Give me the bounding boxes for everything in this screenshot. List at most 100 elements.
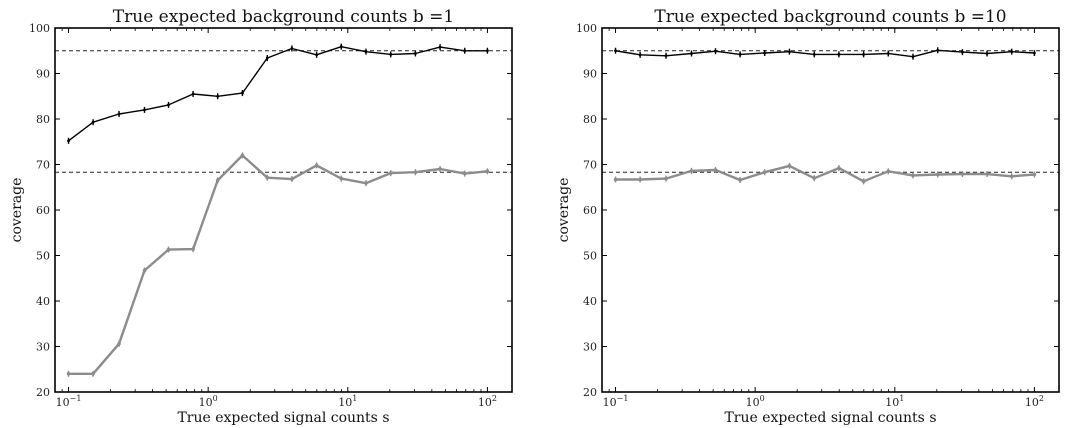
data-point: [812, 176, 817, 180]
data-point: [614, 49, 617, 53]
x-tick-exponent: 1: [352, 394, 357, 403]
y-tick-label: 100: [576, 22, 597, 35]
data-point: [142, 268, 147, 273]
y-tick-label: 50: [583, 250, 597, 263]
x-tick-label: 102: [1025, 394, 1044, 409]
x-tick-label: 10−1: [56, 394, 82, 409]
data-point: [364, 50, 368, 54]
data-point: [166, 247, 171, 252]
data-point: [961, 50, 964, 54]
y-tick-label: 70: [583, 159, 597, 172]
data-point: [191, 92, 195, 96]
data-point: [414, 52, 417, 55]
data-point: [485, 169, 490, 174]
data-point: [837, 166, 841, 170]
data-point: [67, 139, 70, 143]
y-tick-label: 30: [583, 341, 597, 354]
data-point: [290, 47, 294, 50]
data-point: [690, 52, 693, 55]
data-point: [364, 181, 368, 185]
x-tick-base: 10: [478, 396, 492, 409]
x-tick-label: 100: [746, 394, 765, 409]
data-point: [438, 45, 442, 49]
x-tick-base: 10: [603, 396, 617, 409]
x-tick-base: 10: [746, 396, 760, 409]
data-point: [613, 177, 618, 182]
x-tick-label: 102: [478, 394, 497, 409]
data-point: [837, 52, 841, 56]
data-point: [290, 177, 294, 181]
y-tick-label: 40: [583, 295, 597, 308]
data-point: [788, 50, 791, 54]
data-point: [339, 176, 344, 181]
y-tick-label: 60: [36, 204, 50, 217]
plot-frame: [601, 27, 1060, 393]
data-point: [1009, 174, 1014, 179]
data-point: [936, 48, 940, 52]
x-tick-base: 10: [199, 396, 213, 409]
data-point: [787, 164, 792, 168]
data-point: [265, 175, 270, 180]
data-point: [167, 103, 170, 107]
data-point: [862, 52, 866, 56]
data-point: [638, 177, 642, 182]
y-tick-label: 80: [36, 113, 50, 126]
data-point: [664, 176, 668, 181]
series-line: [68, 154, 488, 375]
data-point: [1032, 172, 1037, 177]
x-tick-exponent: 0: [213, 394, 218, 403]
data-point: [738, 52, 742, 56]
data-point: [241, 91, 244, 95]
data-point: [985, 172, 989, 176]
data-point: [117, 341, 121, 346]
data-point: [339, 45, 343, 49]
data-point: [689, 169, 694, 173]
x-axis-label: True expected signal counts s: [177, 410, 389, 426]
data-point: [91, 372, 95, 376]
data-point: [935, 172, 940, 177]
data-point: [763, 51, 767, 55]
x-tick-exponent: 0: [760, 394, 765, 403]
y-tick-label: 70: [36, 159, 50, 172]
plot-frame: [54, 27, 513, 393]
x-tick-base: 10: [56, 396, 70, 409]
y-tick-label: 90: [583, 68, 597, 81]
y-tick-label: 30: [36, 341, 50, 354]
data-point: [638, 53, 642, 57]
data-point: [117, 112, 121, 116]
data-point: [664, 54, 668, 58]
data-point: [388, 171, 393, 175]
x-tick-exponent: 1: [899, 394, 904, 403]
x-axis-label: True expected signal counts s: [724, 410, 936, 426]
data-point: [438, 167, 442, 171]
data-point: [389, 52, 393, 56]
data-point: [1010, 50, 1014, 54]
chart-panel-1: True expected background counts b =1 cove…: [9, 7, 513, 426]
x-tick-label: 101: [338, 394, 357, 409]
chart-title: True expected background counts b =10: [654, 7, 1006, 27]
data-point: [486, 49, 489, 53]
data-point: [91, 120, 95, 124]
y-tick-label: 100: [29, 22, 50, 35]
data-point: [985, 52, 989, 55]
data-point: [143, 108, 146, 112]
data-point: [265, 56, 269, 60]
data-point: [960, 172, 965, 176]
x-tick-base: 10: [885, 396, 899, 409]
y-tick-label: 80: [583, 113, 597, 126]
data-point: [314, 163, 319, 168]
y-tick-label: 60: [583, 204, 597, 217]
y-tick-label: 20: [583, 386, 597, 399]
data-point: [66, 372, 71, 376]
data-point: [861, 179, 866, 184]
data-point: [911, 55, 915, 59]
x-tick-base: 10: [1025, 396, 1039, 409]
y-tick-label: 40: [36, 295, 50, 308]
data-point: [886, 52, 890, 55]
data-point: [886, 169, 891, 174]
y-axis-label: coverage: [556, 178, 572, 243]
data-point: [714, 49, 717, 53]
x-tick-exponent: 2: [492, 394, 497, 403]
x-tick-exponent: 2: [1039, 394, 1044, 403]
x-tick-label: 10−1: [603, 394, 629, 409]
